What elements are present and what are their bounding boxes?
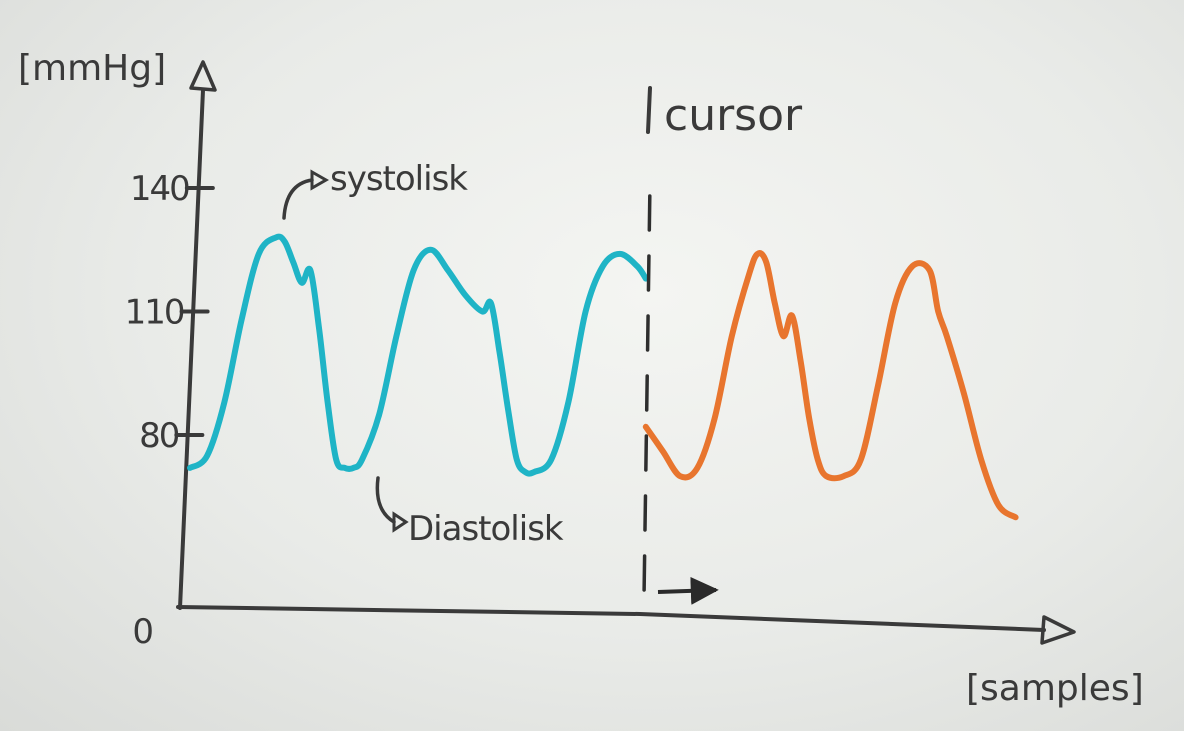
cursor-line [642,194,652,614]
y-tick-label-0: 0 [132,612,152,652]
y-tick-label-80: 80 [139,416,179,456]
y-axis-label: [mmHg] [18,48,166,89]
diastolic-annotation: Diastolisk [408,509,564,549]
y-axis-line [178,88,205,610]
systolic-pointer-icon [282,178,314,220]
y-tick-label-140: 140 [130,169,189,209]
series-line-1 [187,233,649,477]
cursor-direction-arrow-icon [657,576,719,605]
x-axis-line [176,605,1046,632]
series-line-2 [642,250,1019,521]
x-axis-arrow-icon [1040,615,1076,645]
systolic-annotation: systolisk [330,159,468,199]
diastolic-pointer-icon [375,476,396,524]
diastolic-pointer-tip-icon [392,511,409,533]
x-axis-label: [samples] [966,668,1144,709]
y-axis-arrow-icon [189,60,217,92]
cursor-label: cursor [664,90,803,141]
y-tick-label-110: 110 [125,293,184,333]
cursor-label-bar [646,86,652,134]
systolic-pointer-tip-icon [310,169,330,191]
